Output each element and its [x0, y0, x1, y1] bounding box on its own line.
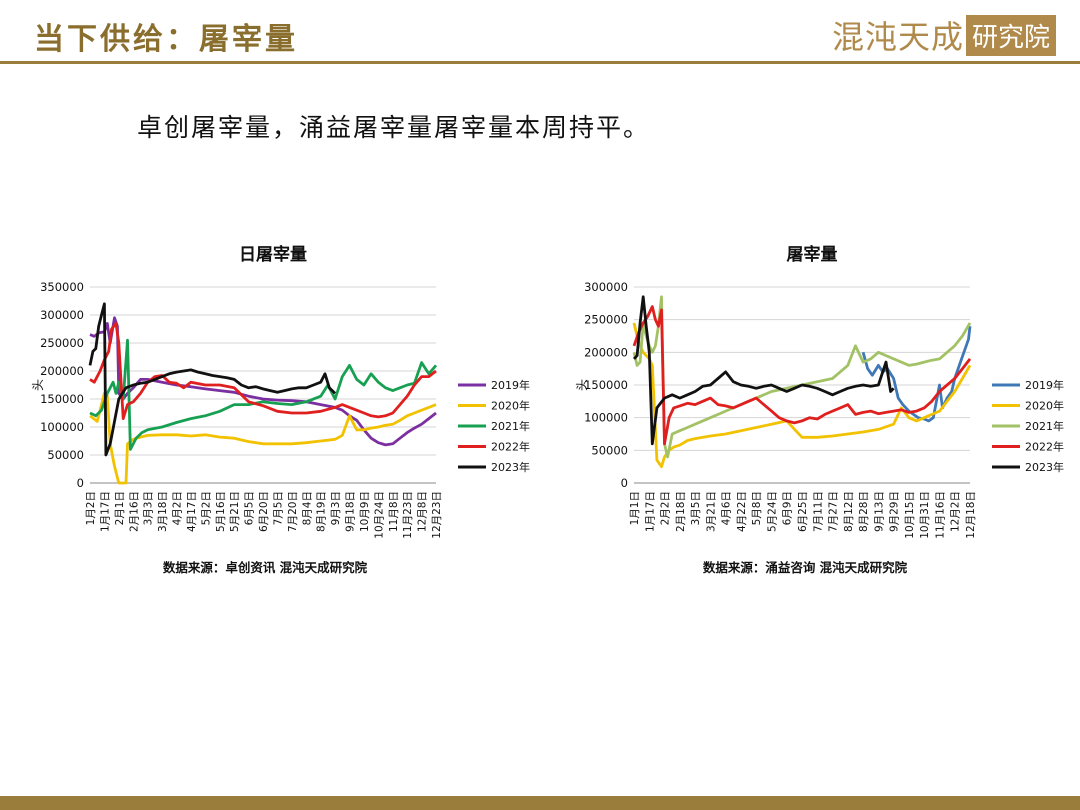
x-tick-label: 8月19日 — [316, 491, 328, 532]
y-axis-label: 头 — [575, 379, 589, 391]
y-axis-label: 头 — [31, 379, 45, 391]
y-tick-label: 150000 — [40, 392, 84, 406]
x-tick-label: 5月24日 — [766, 491, 778, 532]
x-tick-label: 12月18日 — [965, 491, 977, 539]
chart-daily-slaughter: 日屠宰量 0 50000 100000 150000 200000 250000 300000… — [31, 244, 530, 575]
y-tick-label: 0 — [621, 476, 628, 490]
x-tick-label: 10月15日 — [904, 491, 916, 539]
x-tick-label: 1月2日 — [85, 491, 97, 525]
legend-label: 2022年 — [1025, 440, 1064, 454]
brand-logo: 混沌天成 研究院 — [832, 12, 1056, 58]
series-line-2019年 — [861, 326, 972, 423]
x-tick-label: 8月4日 — [301, 491, 313, 525]
y-tick-label: 200000 — [584, 345, 628, 359]
y-tick-label: 250000 — [40, 336, 84, 350]
x-tick-label: 9月18日 — [345, 491, 357, 532]
x-tick-label: 11月23日 — [402, 491, 414, 539]
chart-source: 数据来源：卓创资讯 混沌天成研究院 — [162, 560, 368, 575]
x-tick-label: 4月2日 — [172, 491, 184, 525]
legend-label: 2019年 — [491, 378, 530, 392]
y-tick-label: 250000 — [584, 313, 628, 327]
x-tick-label: 6月20日 — [258, 491, 270, 532]
chart-title: 日屠宰量 — [239, 244, 307, 265]
y-tick-label: 150000 — [584, 378, 628, 392]
x-tick-label: 5月16日 — [215, 491, 227, 532]
series-line-2021年 — [632, 295, 972, 459]
x-tick-label: 12月23日 — [431, 491, 443, 539]
x-tick-label: 5月8日 — [751, 491, 763, 525]
x-tick-label: 12月8日 — [417, 491, 429, 532]
brand-logo-script: 混沌天成 — [831, 18, 964, 56]
brand-logo-box: 研究院 — [965, 14, 1056, 56]
x-tick-label: 9月13日 — [873, 491, 885, 532]
x-tick-label: 7月20日 — [287, 491, 299, 532]
x-tick-label: 7月5日 — [272, 491, 284, 525]
x-tick-label: 10月24日 — [373, 491, 385, 539]
x-tick-label: 3月21日 — [705, 491, 717, 532]
legend-label: 2019年 — [1025, 378, 1064, 392]
series-line-2020年 — [89, 392, 437, 485]
chart-title: 屠宰量 — [787, 244, 838, 265]
legend-label: 2020年 — [491, 399, 530, 413]
chart-source: 数据来源：涌益咨询 混沌天成研究院 — [702, 560, 908, 575]
x-tick-label: 9月3日 — [330, 491, 342, 525]
y-tick-label: 300000 — [584, 280, 628, 294]
x-tick-label: 9月29日 — [889, 491, 901, 532]
x-tick-label: 3月3日 — [143, 491, 155, 525]
series-line-2023年 — [632, 295, 895, 446]
legend-label: 2022年 — [491, 440, 530, 454]
series-line-2022年 — [632, 305, 972, 446]
legend-label: 2020年 — [1025, 399, 1064, 413]
x-tick-label: 3月18日 — [157, 491, 169, 532]
y-tick-label: 0 — [77, 476, 84, 490]
series-line-2022年 — [89, 322, 437, 420]
x-tick-label: 2月2日 — [660, 491, 672, 525]
x-tick-label: 8月28日 — [858, 491, 870, 532]
x-tick-label: 1月17日 — [99, 491, 111, 532]
x-tick-label: 6月25日 — [797, 491, 809, 532]
y-tick-label: 100000 — [40, 420, 84, 434]
legend-label: 2021年 — [1025, 419, 1064, 433]
x-tick-label: 12月2日 — [950, 491, 962, 532]
legend-label: 2023年 — [1025, 460, 1064, 474]
y-tick-label: 300000 — [40, 308, 84, 322]
y-tick-label: 50000 — [47, 448, 84, 462]
header-divider — [0, 61, 1080, 64]
legend-label: 2021年 — [491, 419, 530, 433]
x-tick-label: 8月12日 — [843, 491, 855, 532]
x-tick-label: 7月27日 — [828, 491, 840, 532]
footer-bar — [0, 796, 1080, 810]
x-tick-label: 7月11日 — [812, 491, 824, 532]
x-tick-label: 1月17日 — [644, 491, 656, 532]
x-tick-label: 11月16日 — [934, 491, 946, 539]
x-tick-label: 10月9日 — [359, 491, 371, 532]
x-tick-label: 5月21日 — [229, 491, 241, 532]
x-tick-label: 4月6日 — [721, 491, 733, 525]
x-tick-label: 11月8日 — [388, 491, 400, 532]
y-tick-label: 50000 — [591, 443, 628, 457]
summary-text: 卓创屠宰量，涌益屠宰量屠宰量本周持平。 — [137, 113, 651, 142]
x-tick-label: 4月17日 — [186, 491, 198, 532]
x-tick-label: 6月5日 — [244, 491, 256, 525]
series-line-2021年 — [89, 338, 438, 451]
x-tick-label: 10月31日 — [919, 491, 931, 539]
y-tick-label: 350000 — [40, 280, 84, 294]
y-tick-label: 200000 — [40, 364, 84, 378]
series-line-2020年 — [632, 322, 972, 469]
x-tick-label: 3月5日 — [690, 491, 702, 525]
page-title: 当下供给：屠宰量 — [34, 22, 298, 57]
series-line-2023年 — [88, 302, 337, 457]
legend-label: 2023年 — [491, 460, 530, 474]
chart-slaughter: 屠宰量 0 50000 100000 150000 200000 250000 300000 头… — [575, 244, 1064, 575]
x-tick-label: 5月2日 — [200, 491, 212, 525]
x-tick-label: 2月1日 — [114, 491, 126, 525]
x-tick-label: 6月9日 — [782, 491, 794, 525]
x-tick-label: 4月22日 — [736, 491, 748, 532]
x-tick-label: 2月16日 — [128, 491, 140, 532]
x-tick-label: 2月18日 — [675, 491, 687, 532]
x-tick-label: 1月1日 — [629, 491, 641, 525]
y-tick-label: 100000 — [584, 411, 628, 425]
